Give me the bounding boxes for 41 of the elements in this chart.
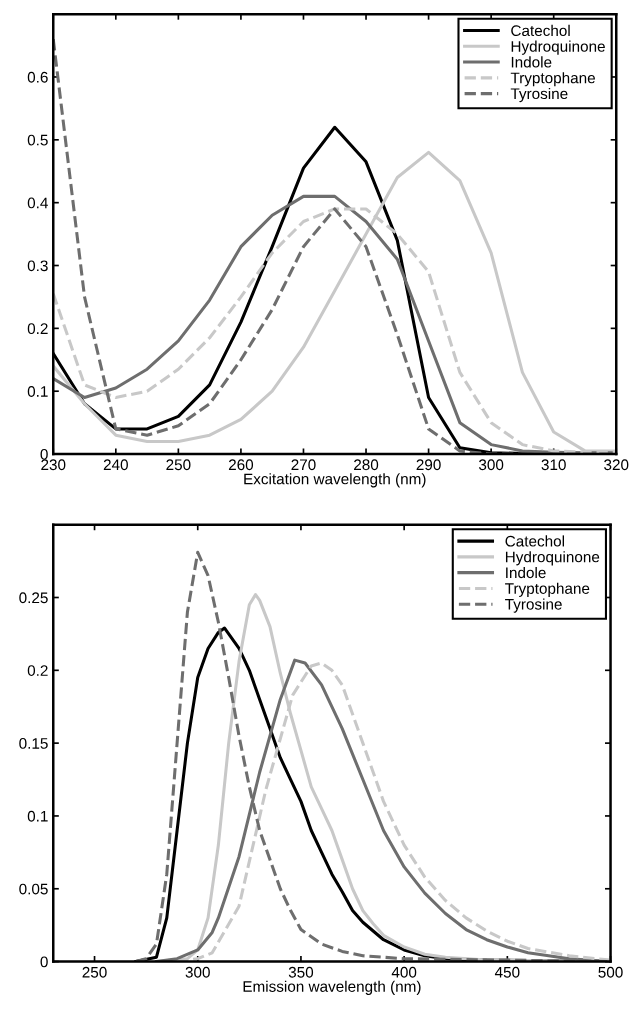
y-tick-label: 0.1 (27, 386, 48, 397)
y-tick-label: 0.1 (27, 810, 48, 822)
x-tick-label: 500 (598, 966, 623, 978)
y-tick-label: 0.5 (27, 134, 48, 146)
x-tick-label: 240 (103, 459, 128, 471)
legend-label: Catechol (511, 24, 570, 37)
x-tick-label: 350 (288, 966, 314, 978)
x-tick-label: 270 (291, 459, 316, 471)
x-axis-title: Emission wavelength (nm) (243, 980, 421, 995)
x-tick-label: 290 (416, 459, 441, 471)
x-tick-label: 450 (494, 966, 520, 978)
legend-label: Hydroquinone (505, 551, 600, 566)
legend-label: Tryptophane (505, 582, 590, 597)
x-tick-label: 260 (228, 459, 254, 471)
x-tick-label: 300 (185, 966, 210, 978)
legend-label: Tyrosine (505, 598, 562, 613)
y-tick-label: 0 (40, 956, 48, 968)
x-tick-label: 230 (41, 459, 66, 471)
y-tick-label: 0.3 (27, 260, 48, 272)
y-tick-label: 0.25 (19, 592, 48, 604)
legend-label: Catechol (505, 535, 564, 547)
y-tick-label: 0.2 (27, 665, 48, 676)
y-tick-label: 0.15 (19, 738, 48, 749)
y-tick-label: 0.6 (27, 71, 48, 83)
legend-label: Tyrosine (510, 87, 568, 103)
y-tick-label: 0.2 (27, 323, 48, 335)
legend-label: Indole (511, 56, 552, 68)
x-tick-label: 250 (166, 459, 191, 471)
x-tick-label: 250 (82, 966, 107, 978)
y-tick-label: 0 (40, 448, 48, 460)
legend-label: Hydroquinone (511, 40, 605, 55)
y-tick-label: 0.4 (27, 197, 48, 209)
x-tick-label: 300 (478, 459, 504, 471)
x-axis-title: Excitation wavelength (nm) (244, 473, 426, 488)
y-tick-label: 0.05 (19, 883, 48, 895)
x-tick-label: 310 (541, 459, 566, 471)
legend-label: Indole (506, 566, 546, 579)
legend-label: Tryptophane (510, 72, 595, 87)
x-tick-label: 280 (354, 459, 379, 471)
x-tick-label: 320 (604, 459, 629, 471)
x-tick-label: 400 (391, 966, 417, 978)
